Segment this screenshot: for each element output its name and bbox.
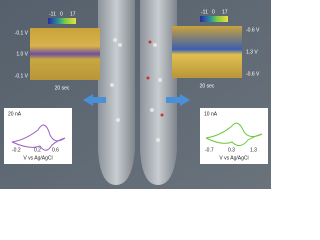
cv-panel (4, 108, 72, 164)
heatmap (30, 28, 100, 80)
molecules (146, 40, 164, 117)
cv-tick: 0.3 (228, 147, 235, 153)
potential-label: 1.0 V (16, 51, 28, 57)
cv-curve (11, 124, 66, 151)
potential-label: -0.6 V (246, 71, 260, 77)
heatmap (172, 26, 242, 78)
potential-label: -0.1 V (15, 30, 29, 36)
time-label: 20 sec (200, 83, 215, 89)
fiber (98, 0, 135, 185)
fiber (140, 0, 177, 185)
cv-axis-label: V vs Ag/AgCl (219, 155, 248, 161)
cv-tick: 1.3 (250, 147, 257, 153)
current-label: 20 nA (8, 111, 22, 117)
colorbar-label: -11 (201, 9, 208, 15)
cv-tick: 0.2 (34, 147, 41, 153)
potential-label: -0.1 V (15, 73, 29, 79)
colorbar (48, 18, 76, 24)
colorbar-label: 0 (60, 11, 63, 17)
colorbar-label: 17 (70, 11, 76, 17)
colorbar-label: 0 (212, 9, 215, 15)
cv-tick: -0.2 (12, 147, 21, 153)
potential-label: -0.6 V (246, 27, 260, 33)
potential-label: 1.3 V (246, 49, 258, 55)
arrow (166, 94, 190, 106)
figure: -11 0 17 -0.1 V 1.0 V -0.1 V 20 sec 20 n… (0, 0, 271, 189)
colorbar (200, 16, 228, 22)
time-label: 20 sec (55, 85, 70, 91)
current-label: 10 nA (204, 111, 218, 117)
colorbar-label: 17 (222, 9, 228, 15)
cv-tick: -0.7 (205, 147, 214, 153)
molecules (110, 38, 162, 142)
cv-tick: 0.6 (52, 147, 59, 153)
cv-curve (205, 122, 263, 146)
cv-axis-label: V vs Ag/AgCl (23, 155, 52, 161)
colorbar-label: -11 (49, 11, 56, 17)
arrow (83, 94, 106, 106)
